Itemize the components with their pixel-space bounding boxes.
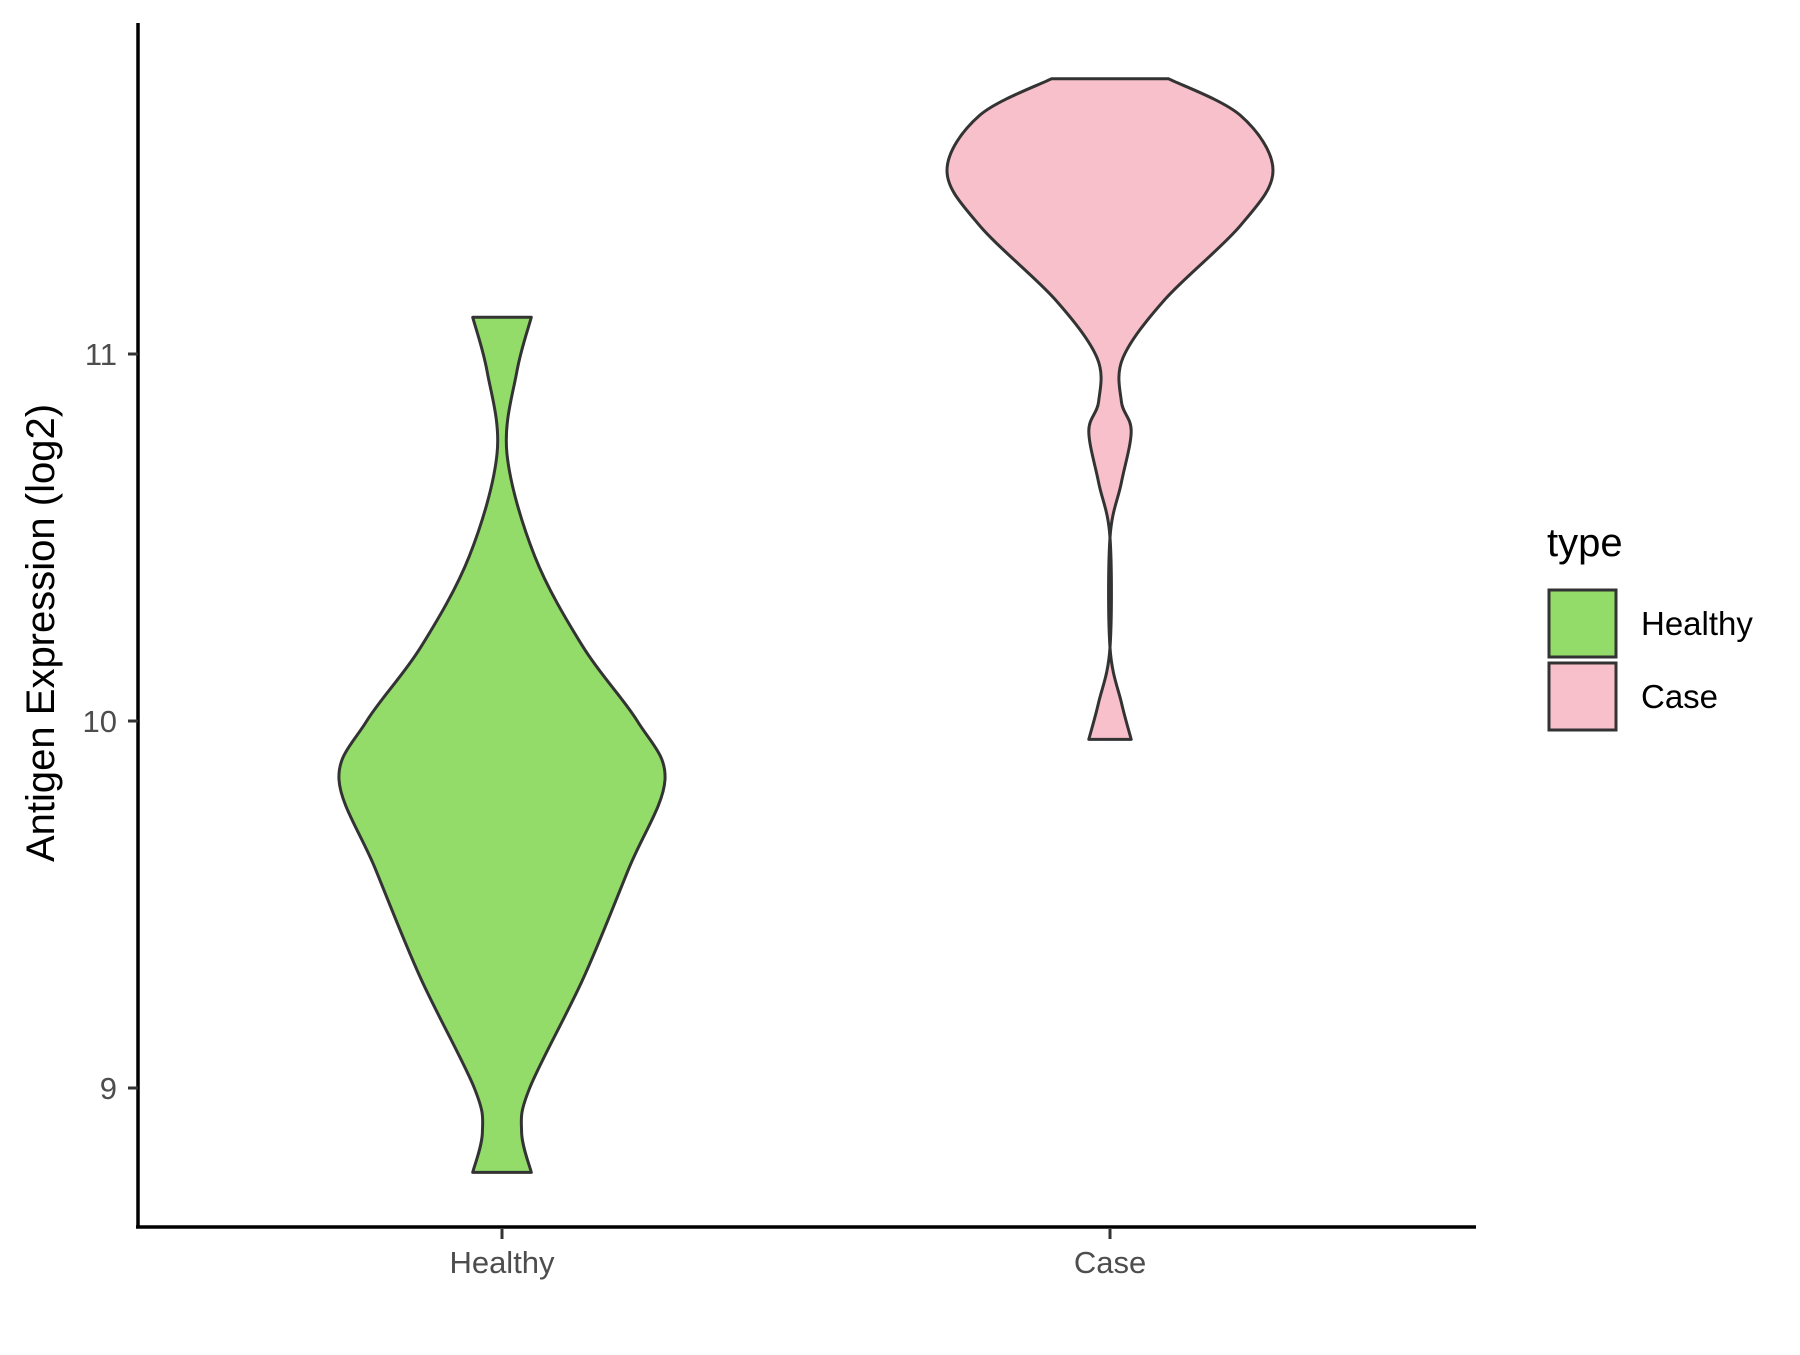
y-tick-label: 10 — [83, 704, 117, 739]
legend: type Healthy Case — [1547, 521, 1753, 732]
violin-case — [945, 77, 1275, 741]
y-tick-label: 9 — [100, 1071, 117, 1106]
x-tick-label: Healthy — [449, 1245, 555, 1280]
violin-healthy — [337, 315, 667, 1174]
y-tick-label: 11 — [85, 337, 117, 372]
legend-label: Healthy — [1641, 605, 1753, 642]
y-ticks: 9 10 11 — [83, 337, 138, 1106]
legend-label: Case — [1641, 678, 1718, 715]
legend-key-healthy — [1547, 588, 1618, 659]
legend-items: Healthy Case — [1547, 588, 1753, 732]
x-tick-label: Case — [1074, 1245, 1146, 1280]
axes-layer — [136, 23, 1476, 1229]
legend-title: type — [1547, 521, 1623, 565]
x-ticks: Healthy Case — [449, 1229, 1146, 1280]
violin-layer — [337, 77, 1275, 1174]
legend-key-case — [1547, 661, 1618, 732]
y-axis-title: Antigen Expression (log2) — [19, 404, 63, 862]
